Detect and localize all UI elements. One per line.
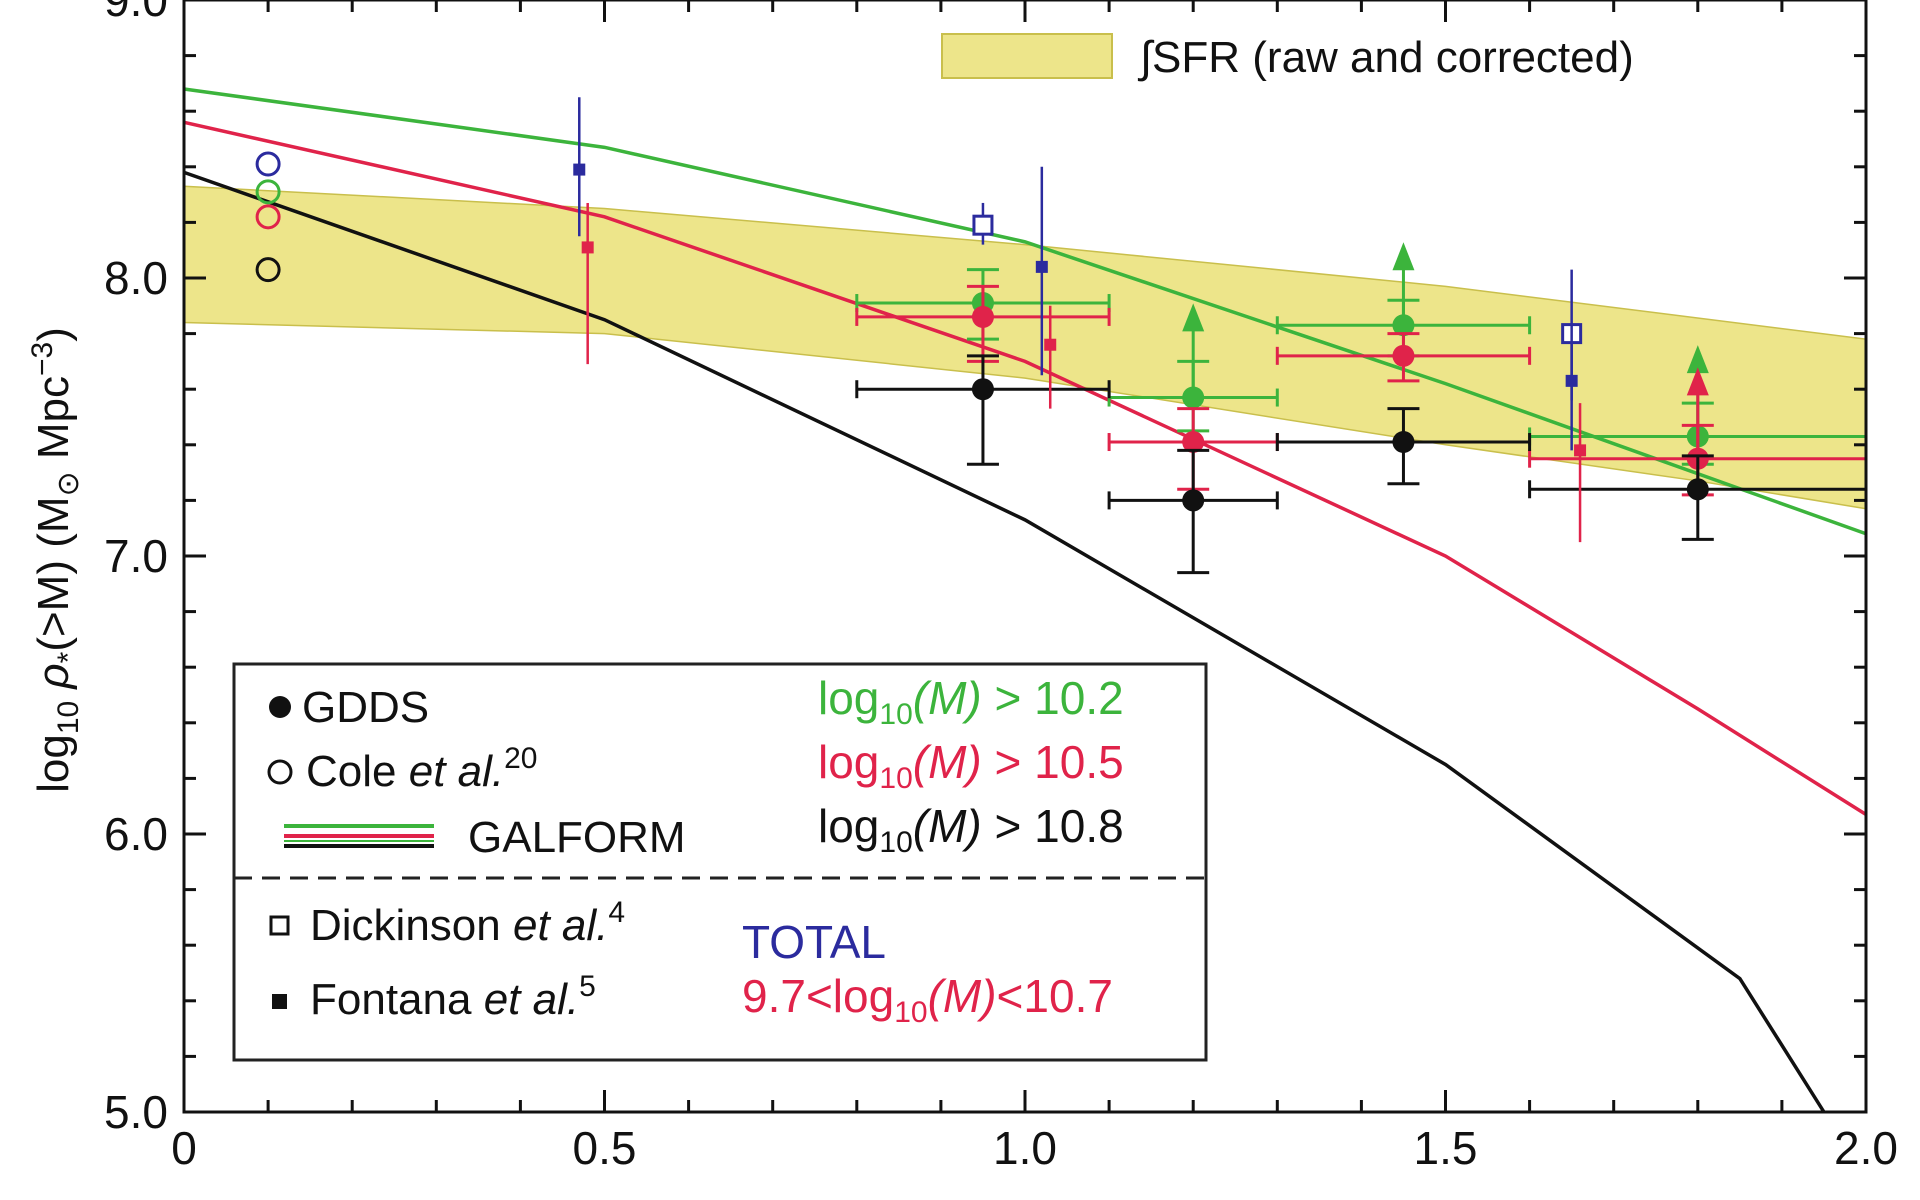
dickinson-legend-label: Dickinson et al.4 xyxy=(310,896,625,950)
gdds-point-black xyxy=(1107,448,1279,575)
sfr-legend-label: ∫SFR (raw and corrected) xyxy=(1137,33,1634,82)
gdds-limit-arrow xyxy=(1686,345,1709,374)
sfr-legend-swatch xyxy=(941,33,1113,79)
total-label: TOTAL xyxy=(742,916,886,968)
fontana-marker xyxy=(272,994,287,1009)
axis-ticks: 0 0.5 1.0 1.5 2.0 5.0 6.0 7.0 8.0 9.0 xyxy=(104,0,1898,1174)
gdds-marker xyxy=(269,696,291,718)
x-tick-label: 0 xyxy=(171,1122,197,1174)
gdds-limit-arrow xyxy=(1686,367,1709,396)
fontana-point-red xyxy=(1044,338,1057,351)
legend-box: GDDS Cole et al.20 GALFORM log10(M) > 10… xyxy=(232,662,1208,1062)
sfr-band xyxy=(183,185,1867,510)
gdds-legend-label: GDDS xyxy=(302,683,429,732)
legend-frame xyxy=(232,662,1208,1062)
x-tick-label: 1.5 xyxy=(1414,1122,1478,1174)
gdds-limit-arrow xyxy=(1182,303,1205,332)
gdds-marker xyxy=(1392,344,1415,367)
x-tick-label: 1.0 xyxy=(993,1122,1057,1174)
y-tick-label: 5.0 xyxy=(104,1086,168,1138)
dickinson-point xyxy=(972,214,994,236)
y-tick-label: 9.0 xyxy=(104,0,168,26)
cole-point-green xyxy=(255,179,281,205)
gdds-point-black xyxy=(855,354,1111,466)
cole-legend-label: Cole et al.20 xyxy=(306,742,537,796)
y-tick-label: 8.0 xyxy=(104,252,168,304)
cut-10-5-label: log10(M) > 10.5 xyxy=(818,736,1124,795)
galform-curve-green xyxy=(183,87,1867,536)
gdds-marker xyxy=(971,378,994,401)
y-axis-label: log10 ρ*(>M) (M⊙ Mpc−3) xyxy=(26,327,85,793)
x-tick-label: 0.5 xyxy=(573,1122,637,1174)
gdds-marker xyxy=(971,305,994,328)
fontana-point-blue xyxy=(1565,374,1578,387)
sfr-band-layer xyxy=(183,185,1867,510)
cole-marker xyxy=(267,759,293,785)
galform-legend-swatch xyxy=(284,824,434,848)
gdds-point-red xyxy=(1275,332,1532,383)
cut-10-2-label: log10(M) > 10.2 xyxy=(818,672,1124,731)
cut-10-8-label: log10(M) > 10.8 xyxy=(818,800,1124,859)
galform-curves xyxy=(183,87,1867,1113)
cole-point-blue xyxy=(255,151,281,177)
gdds-marker xyxy=(1392,431,1415,454)
gdds-marker xyxy=(1392,314,1415,337)
fontana-point-blue xyxy=(573,163,586,176)
galform-curve-black xyxy=(183,170,1826,1113)
gdds-point-red xyxy=(855,284,1111,363)
gdds-limit-arrow xyxy=(1392,242,1415,271)
fontana-point-red xyxy=(1574,444,1587,457)
fontana-point-red xyxy=(581,241,594,254)
dickinson-marker xyxy=(269,915,290,936)
fontana-point-blue xyxy=(1035,260,1048,273)
mass-range-label: 9.7<log10(M)<10.7 xyxy=(742,970,1113,1029)
cole-point-red xyxy=(255,204,281,230)
data-points xyxy=(255,97,1868,575)
gdds-point-black xyxy=(1275,407,1532,486)
x-tick-label: 2.0 xyxy=(1834,1122,1898,1174)
gdds-marker xyxy=(1182,489,1205,512)
galform-legend-label: GALFORM xyxy=(468,813,686,862)
gdds-marker xyxy=(1182,386,1205,409)
fontana-legend-label: Fontana et al.5 xyxy=(310,970,596,1024)
galform-curve-red xyxy=(183,120,1867,817)
cole-point-black xyxy=(255,257,281,283)
gdds-marker xyxy=(1182,431,1205,454)
gdds-marker xyxy=(1686,478,1709,501)
y-tick-label: 6.0 xyxy=(104,808,168,860)
y-tick-label: 7.0 xyxy=(104,530,168,582)
